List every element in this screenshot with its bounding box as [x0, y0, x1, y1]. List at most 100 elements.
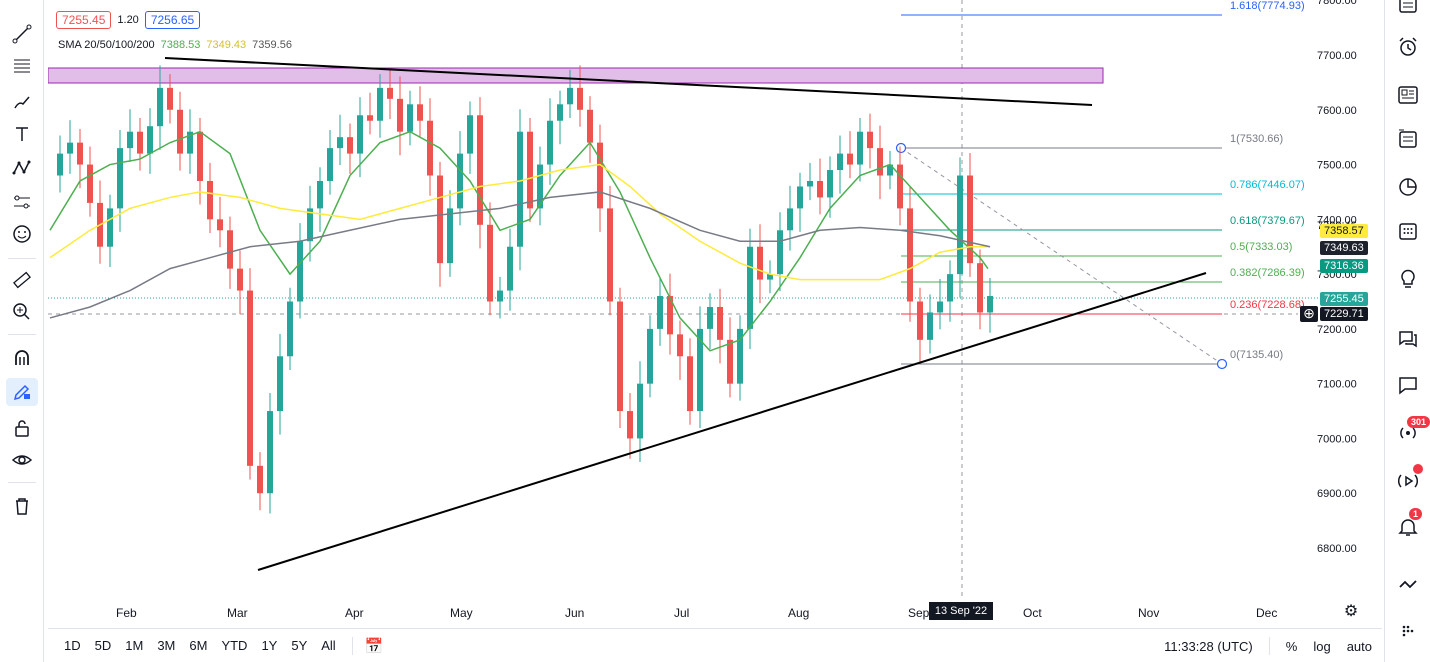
notifications-button[interactable]: 1	[1393, 508, 1423, 542]
range-ytd[interactable]: YTD	[221, 638, 248, 653]
goto-date-button[interactable]: 📅	[365, 637, 384, 655]
brush-icon	[14, 96, 30, 109]
ask-price[interactable]: 7256.65	[144, 11, 201, 29]
candle-body	[677, 334, 683, 357]
candle-body	[597, 142, 603, 209]
price-tag-text: 7316.36	[1324, 260, 1364, 272]
percent-scale-toggle[interactable]: %	[1285, 638, 1298, 654]
pattern-tool[interactable]	[6, 154, 38, 182]
candle-body	[397, 98, 403, 132]
fib-tool[interactable]	[6, 52, 38, 80]
lock-drawings[interactable]	[6, 414, 38, 442]
add-alert-plus-button[interactable]: ⊕	[1300, 306, 1318, 322]
bell-icon	[1398, 519, 1418, 536]
hide-drawings[interactable]	[6, 446, 38, 474]
brush-tool[interactable]	[6, 88, 38, 116]
candle-body	[477, 115, 483, 225]
candle-body	[327, 148, 333, 181]
emoji-tool[interactable]	[6, 220, 38, 248]
auto-scale-toggle[interactable]: auto	[1346, 638, 1372, 654]
range-1y[interactable]: 1Y	[261, 638, 278, 653]
calendar-widget-button[interactable]	[1393, 172, 1423, 202]
price-chart[interactable]: 1.618(7774.93) 1(7530.66) 0.786(7446.07) 0.…	[48, 0, 1382, 628]
trend-line-tool[interactable]	[6, 20, 38, 48]
range-6m[interactable]: 6M	[189, 638, 208, 653]
price-tick-label: 7600.00	[1317, 105, 1357, 117]
range-all[interactable]: All	[321, 638, 336, 653]
more-button[interactable]	[1393, 616, 1423, 646]
log-scale-toggle[interactable]: log	[1313, 638, 1331, 654]
candle-body	[827, 170, 833, 198]
sma-label: SMA 20/50/100/200	[58, 39, 155, 51]
range-1m[interactable]: 1M	[125, 638, 144, 653]
fib-level-label: 1(7530.66)	[1230, 133, 1283, 145]
measure-tool[interactable]	[6, 266, 38, 294]
range-3m[interactable]: 3M	[157, 638, 176, 653]
candle-body	[777, 230, 783, 275]
chat-badge: 301	[1407, 416, 1430, 428]
eye-icon	[11, 455, 33, 465]
price-tick-label: 7800.00	[1317, 0, 1357, 7]
range-5d[interactable]: 5D	[94, 638, 112, 653]
month-label: May	[450, 606, 473, 620]
candle-body	[687, 356, 693, 412]
descending-trendline	[164, 57, 1093, 106]
candle-body	[137, 131, 143, 154]
magnet-tool[interactable]	[6, 344, 38, 372]
chart-settings-button[interactable]: ⚙	[1342, 603, 1360, 621]
collapse-panel-button[interactable]	[1393, 570, 1423, 600]
zoom-tool[interactable]	[6, 298, 38, 326]
candle-body	[537, 164, 543, 209]
clock-time[interactable]: 11:33:28 (UTC)	[1164, 638, 1253, 654]
candle-body	[927, 312, 933, 340]
remove-drawings[interactable]	[6, 492, 38, 520]
bottom-toolbar: 1D 5D 1M 3M 6M YTD 1Y 5Y All 📅 11:33:28 …	[48, 628, 1382, 662]
magnet-icon	[15, 350, 29, 365]
candle-body	[587, 109, 593, 143]
price-legend: 7255.45 1.20 7256.65	[56, 10, 201, 30]
economic-calendar-button[interactable]	[1393, 216, 1423, 246]
calendar-grid-icon	[1399, 223, 1417, 240]
candle-body	[67, 142, 73, 154]
list-icon	[1399, 129, 1417, 148]
text-tool[interactable]	[6, 120, 38, 148]
bid-price[interactable]: 7255.45	[56, 11, 112, 29]
alerts-button[interactable]	[1393, 32, 1423, 62]
candle-body	[197, 131, 203, 181]
candle-body	[727, 339, 733, 384]
range-1d[interactable]: 1D	[64, 638, 81, 653]
chats-button[interactable]	[1393, 324, 1423, 354]
chart-pane[interactable]: 1.618(7774.93) 1(7530.66) 0.786(7446.07) 0.…	[48, 0, 1382, 628]
candle-body	[577, 87, 583, 110]
stay-in-drawing-mode[interactable]	[6, 378, 38, 406]
streams-button[interactable]: 301	[1393, 416, 1430, 448]
candle-body	[887, 164, 893, 176]
bottom-separator	[1268, 637, 1270, 655]
month-label: Nov	[1138, 606, 1159, 620]
candle-body	[557, 104, 563, 121]
price-tag-text: 7255.45	[1324, 293, 1364, 305]
data-window-button[interactable]	[1393, 80, 1423, 110]
candle-body	[277, 356, 283, 412]
prediction-tool[interactable]	[6, 188, 38, 216]
price-tag-text: 7349.63	[1324, 242, 1364, 254]
hotlists-button[interactable]	[1393, 124, 1423, 154]
watchlist-button[interactable]	[1393, 0, 1423, 22]
price-tag-crosshair[interactable]: 7229.71	[1320, 307, 1368, 321]
candle-body	[877, 148, 883, 176]
price-tick-label: 7000.00	[1317, 433, 1357, 445]
candle-body	[177, 109, 183, 154]
message-icon	[1399, 377, 1417, 395]
messages-button[interactable]	[1393, 370, 1423, 400]
candle-body	[417, 104, 423, 121]
candle-body	[847, 153, 853, 165]
candle-body	[547, 120, 553, 165]
candle-body	[347, 137, 353, 154]
bottom-right-controls: 11:33:28 (UTC) % log auto	[1164, 629, 1372, 662]
sma-legend[interactable]: SMA 20/50/100/200 7388.53 7349.43 7359.5…	[58, 39, 292, 51]
ruler-icon	[13, 271, 31, 289]
live-button[interactable]	[1393, 464, 1423, 496]
month-label: Sep	[908, 606, 930, 620]
range-5y[interactable]: 5Y	[291, 638, 308, 653]
ideas-button[interactable]	[1393, 264, 1423, 294]
